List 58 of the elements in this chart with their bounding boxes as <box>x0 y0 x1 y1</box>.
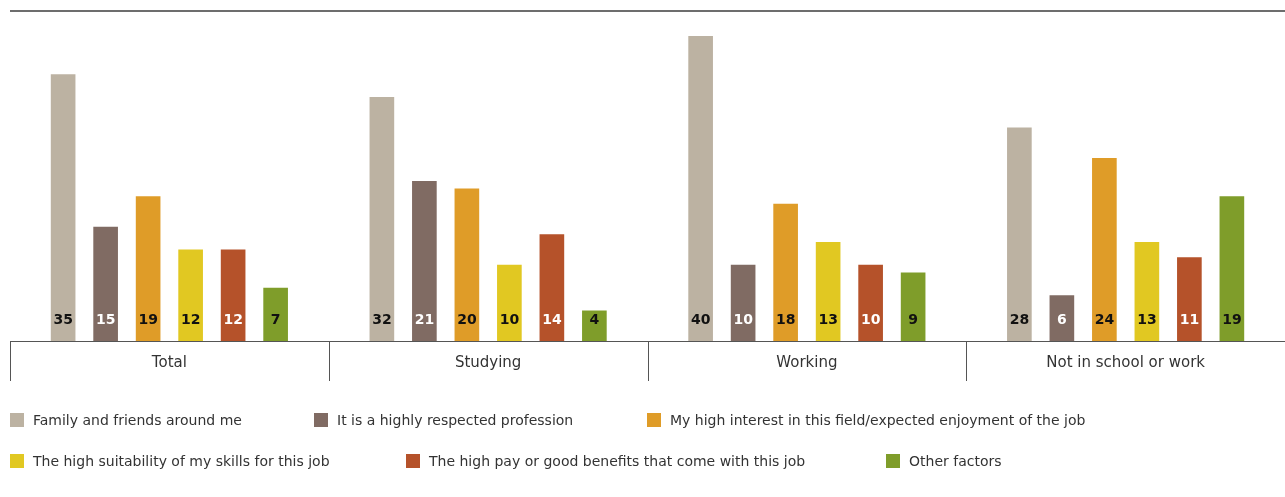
legend-label: Other factors <box>909 453 1002 469</box>
legend-label: The high pay or good benefits that come with this job <box>429 453 806 469</box>
bar <box>582 310 607 341</box>
data-label: 24 <box>1094 310 1115 327</box>
bar <box>263 287 288 341</box>
legend-label: The high suitability of my skills for this job <box>33 453 330 469</box>
x-tick-label: Studying <box>454 352 522 371</box>
bar <box>1049 295 1075 341</box>
x-tick-label: Not in school or work <box>1046 352 1206 371</box>
bar <box>900 272 926 341</box>
bar <box>815 241 841 341</box>
data-label: 20 <box>457 310 477 327</box>
data-label: 14 <box>542 310 562 327</box>
data-label: 12 <box>223 310 243 327</box>
x-tick-label: Total <box>150 352 187 371</box>
x-tick-label: Working <box>776 352 838 371</box>
legend-label: My high interest in this field/expected enjoyment of the job <box>670 412 1086 428</box>
data-label: 10 <box>733 310 754 327</box>
bar <box>93 226 118 341</box>
bar <box>1092 158 1117 341</box>
data-label: 9 <box>908 310 918 327</box>
data-label: 12 <box>180 310 201 327</box>
data-label: 35 <box>53 310 73 327</box>
data-label: 28 <box>1009 310 1030 327</box>
bar <box>773 203 798 341</box>
data-label: 15 <box>95 310 116 327</box>
data-label: 21 <box>414 310 435 327</box>
bar <box>135 196 161 341</box>
bar <box>178 249 203 341</box>
bar <box>412 180 437 341</box>
bar <box>1007 127 1032 341</box>
bar <box>1219 196 1245 341</box>
bar <box>858 264 883 341</box>
data-label: 10 <box>860 310 881 327</box>
data-label: 13 <box>1137 310 1157 327</box>
bar <box>539 234 565 341</box>
data-label: 7 <box>270 310 281 327</box>
data-label: 18 <box>775 310 796 327</box>
legend-label: Family and friends around me <box>33 412 242 428</box>
data-label: 13 <box>818 310 838 327</box>
bar <box>1177 257 1202 341</box>
data-label: 11 <box>1179 310 1200 327</box>
data-label: 6 <box>1057 310 1067 327</box>
data-label: 10 <box>499 310 520 327</box>
data-label: 32 <box>372 310 392 327</box>
data-label: 19 <box>138 310 158 327</box>
bar <box>220 249 246 341</box>
data-label: 19 <box>1222 310 1242 327</box>
bar <box>369 97 395 341</box>
bar <box>688 36 713 341</box>
bar <box>1134 241 1160 341</box>
bar <box>730 264 756 341</box>
data-label: 4 <box>589 310 600 327</box>
bar <box>454 188 480 341</box>
bar <box>497 264 522 341</box>
legend-label: It is a highly respected profession <box>337 412 574 428</box>
bar <box>50 74 76 341</box>
data-label: 40 <box>690 310 711 327</box>
